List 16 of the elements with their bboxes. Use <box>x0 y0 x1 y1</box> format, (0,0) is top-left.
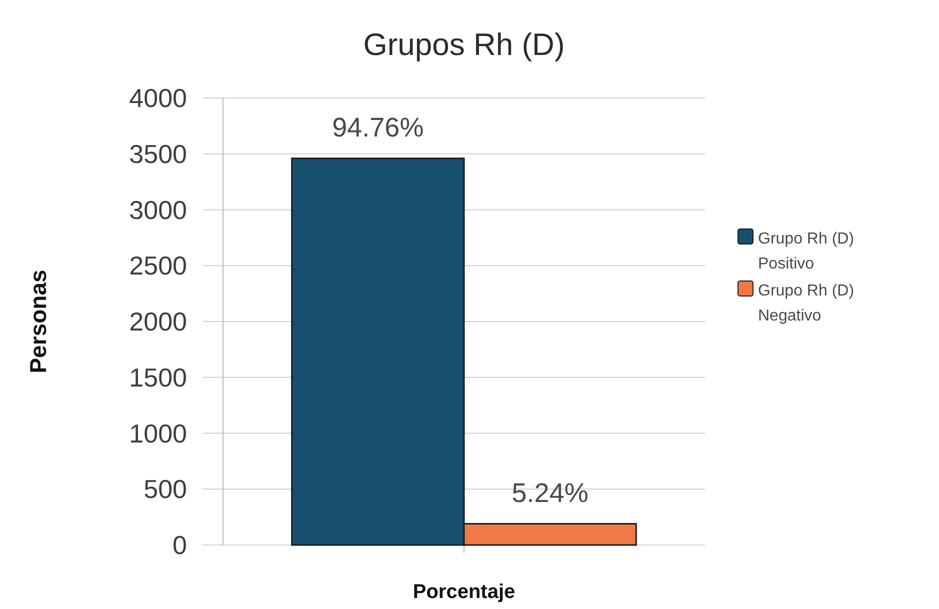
y-tick-label: 3000 <box>129 194 187 225</box>
y-tick-label: 1500 <box>129 362 187 392</box>
y-tick-label: 2000 <box>129 306 187 337</box>
chart-title: Grupos Rh (D) <box>363 27 565 62</box>
annotation: 94.76% <box>332 112 424 142</box>
y-tick-label: 1000 <box>129 418 187 448</box>
annotation: 5.24% <box>512 478 588 508</box>
y-axis-title: Personas <box>25 270 51 374</box>
y-tick-label: 500 <box>144 474 187 504</box>
y-tick-label: 4000 <box>129 83 187 114</box>
y-tick-label: 3500 <box>129 138 187 169</box>
legend-label: Grupo Rh (D) Negativo <box>758 282 854 325</box>
x-axis-title: Porcentaje <box>412 581 516 603</box>
legend-label: Grupo Rh (D) Positivo <box>758 230 854 273</box>
y-tick-label: 0 <box>172 530 187 560</box>
y-tick-label: 2500 <box>129 250 187 281</box>
